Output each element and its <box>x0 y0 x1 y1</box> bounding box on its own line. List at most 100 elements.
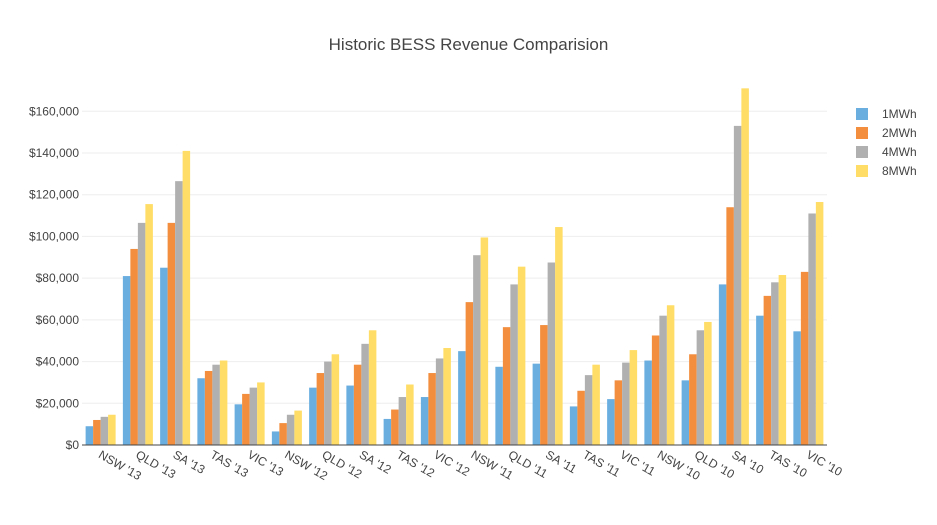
x-tick-label: TAS '12 <box>394 447 437 480</box>
bar <box>681 380 690 445</box>
bar <box>383 418 392 445</box>
bar <box>607 399 615 445</box>
y-tick-label: $0 <box>66 438 80 452</box>
bar <box>294 410 302 445</box>
bar <box>85 426 94 445</box>
bar <box>219 360 228 445</box>
y-tick-label: $20,000 <box>36 396 80 410</box>
bar <box>763 295 772 445</box>
bar <box>510 284 518 445</box>
y-tick-label: $100,000 <box>29 229 79 243</box>
bar <box>778 275 787 445</box>
chart-title: Historic BESS Revenue Comparision <box>329 35 609 54</box>
bar <box>540 325 548 445</box>
legend-swatch <box>856 165 868 177</box>
x-tick-label: TAS '13 <box>208 447 251 480</box>
bar <box>182 150 191 445</box>
bar <box>420 397 429 445</box>
legend-swatch <box>856 146 868 158</box>
bar <box>704 321 712 445</box>
bar <box>286 414 295 445</box>
bar <box>726 207 734 445</box>
bar <box>324 361 332 445</box>
bar <box>689 354 697 445</box>
bar <box>666 305 675 445</box>
bar <box>234 404 243 445</box>
bar <box>160 267 168 445</box>
bar <box>502 327 511 445</box>
bar <box>644 360 652 445</box>
bar <box>517 266 526 445</box>
bar <box>145 204 153 445</box>
y-axis: $0 $20,000 $40,000 $60,000 $80,000 $100,000 $1… <box>29 104 79 452</box>
x-tick-label: TAS '10 <box>767 447 810 480</box>
bar <box>480 237 489 445</box>
bar <box>167 222 176 445</box>
y-tick-label: $60,000 <box>36 313 80 327</box>
x-tick-label: VIC '11 <box>618 447 658 478</box>
legend: 1MWh 2MWh 4MWh 8MWh <box>856 107 917 178</box>
bar <box>569 406 578 445</box>
bar <box>651 335 660 445</box>
bar <box>130 248 138 445</box>
bar <box>577 390 585 445</box>
bar <box>428 373 436 445</box>
bar <box>309 387 317 445</box>
bar <box>361 343 369 445</box>
legend-swatch <box>856 127 868 139</box>
gridlines <box>82 110 827 404</box>
x-tick-label: QLD '11 <box>506 447 550 481</box>
y-tick-label: $120,000 <box>29 188 79 202</box>
bar <box>443 348 451 445</box>
bar <box>696 330 705 445</box>
legend-label: 2MWh <box>882 126 917 140</box>
bar <box>808 213 816 445</box>
bar <box>592 364 600 445</box>
bar <box>100 416 109 445</box>
bar <box>800 271 809 445</box>
bar <box>741 88 749 445</box>
bar <box>316 373 325 445</box>
bar <box>398 397 407 445</box>
bar <box>353 364 362 445</box>
x-tick-label: VIC '13 <box>245 447 286 479</box>
bar <box>435 358 444 445</box>
bar <box>242 393 250 445</box>
bar <box>331 354 340 445</box>
bar <box>771 282 779 445</box>
bar <box>212 364 220 445</box>
y-tick-label: $80,000 <box>36 271 80 285</box>
bar <box>584 375 593 445</box>
bar <box>406 384 414 445</box>
bar <box>532 363 541 445</box>
legend-swatch <box>856 108 868 120</box>
bar <box>465 302 474 445</box>
bar <box>257 382 265 445</box>
x-tick-label: VIC '12 <box>431 447 472 479</box>
legend-label: 4MWh <box>882 145 917 159</box>
y-tick-label: $40,000 <box>36 355 80 369</box>
bar <box>204 370 213 445</box>
bar <box>197 378 205 445</box>
bar <box>458 351 466 445</box>
x-tick-label: TAS '11 <box>580 447 622 480</box>
bar <box>249 387 258 445</box>
bar <box>108 414 116 445</box>
bar <box>122 276 131 445</box>
bar <box>93 419 101 445</box>
bar <box>555 227 563 445</box>
bar <box>137 222 146 445</box>
bar <box>495 366 503 445</box>
bar <box>793 331 801 445</box>
bar <box>547 262 556 445</box>
bar <box>718 284 727 445</box>
legend-label: 1MWh <box>882 107 917 121</box>
bar <box>175 181 183 445</box>
bar <box>271 431 280 445</box>
bar <box>756 315 764 445</box>
bar <box>346 385 354 445</box>
bar <box>659 315 667 445</box>
y-tick-label: $160,000 <box>29 104 79 118</box>
